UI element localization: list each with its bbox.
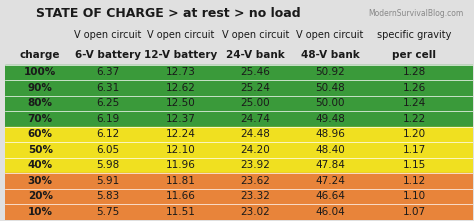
Text: 10%: 10% xyxy=(27,207,53,217)
Text: 46.64: 46.64 xyxy=(315,191,345,201)
Text: 1.20: 1.20 xyxy=(402,129,426,139)
Text: STATE OF CHARGE > at rest > no load: STATE OF CHARGE > at rest > no load xyxy=(36,7,301,20)
Bar xyxy=(5,25,473,65)
Text: 6.19: 6.19 xyxy=(96,114,119,124)
Text: 12.50: 12.50 xyxy=(165,98,195,109)
Bar xyxy=(5,127,473,142)
Text: 47.84: 47.84 xyxy=(315,160,345,170)
Text: specific gravity: specific gravity xyxy=(377,30,451,40)
Text: 50.92: 50.92 xyxy=(315,67,345,77)
Text: 80%: 80% xyxy=(27,98,53,109)
Text: 48.40: 48.40 xyxy=(315,145,345,155)
Bar xyxy=(5,142,473,158)
Text: 5.83: 5.83 xyxy=(96,191,119,201)
Text: 1.28: 1.28 xyxy=(402,67,426,77)
Text: 24.48: 24.48 xyxy=(240,129,270,139)
Text: 30%: 30% xyxy=(27,176,53,186)
Text: 6.25: 6.25 xyxy=(96,98,119,109)
Text: 6.31: 6.31 xyxy=(96,83,119,93)
Text: 20%: 20% xyxy=(27,191,53,201)
Text: charge: charge xyxy=(20,50,61,60)
Text: 48-V bank: 48-V bank xyxy=(301,50,359,60)
Text: 70%: 70% xyxy=(27,114,53,124)
Text: 23.62: 23.62 xyxy=(240,176,270,186)
Text: 11.66: 11.66 xyxy=(165,191,195,201)
Text: 50.00: 50.00 xyxy=(315,98,345,109)
Text: 23.92: 23.92 xyxy=(240,160,270,170)
Text: 40%: 40% xyxy=(27,160,53,170)
Text: 49.48: 49.48 xyxy=(315,114,345,124)
Text: 1.15: 1.15 xyxy=(402,160,426,170)
Text: 6.05: 6.05 xyxy=(96,145,119,155)
Text: per cell: per cell xyxy=(392,50,436,60)
Text: 25.46: 25.46 xyxy=(240,67,270,77)
Text: 11.96: 11.96 xyxy=(165,160,195,170)
Text: 5.98: 5.98 xyxy=(96,160,119,170)
Text: 12.62: 12.62 xyxy=(165,83,195,93)
Bar xyxy=(5,1,473,25)
Text: 1.12: 1.12 xyxy=(402,176,426,186)
Bar xyxy=(5,96,473,111)
Text: 90%: 90% xyxy=(28,83,53,93)
Text: 60%: 60% xyxy=(27,129,53,139)
Bar xyxy=(5,80,473,96)
Text: V open circuit: V open circuit xyxy=(296,30,364,40)
Text: 12.24: 12.24 xyxy=(165,129,195,139)
Text: 12.37: 12.37 xyxy=(165,114,195,124)
Text: 11.51: 11.51 xyxy=(165,207,195,217)
Text: V open circuit: V open circuit xyxy=(74,30,142,40)
Text: 47.24: 47.24 xyxy=(315,176,345,186)
Text: 24.74: 24.74 xyxy=(240,114,270,124)
Text: 23.32: 23.32 xyxy=(240,191,270,201)
Text: 1.22: 1.22 xyxy=(402,114,426,124)
Text: 12.73: 12.73 xyxy=(165,67,195,77)
Text: 1.10: 1.10 xyxy=(402,191,426,201)
Text: ModernSurvivalBlog.com: ModernSurvivalBlog.com xyxy=(368,9,463,18)
Text: 1.26: 1.26 xyxy=(402,83,426,93)
Text: V open circuit: V open circuit xyxy=(221,30,289,40)
Text: 46.04: 46.04 xyxy=(315,207,345,217)
Text: 6-V battery: 6-V battery xyxy=(75,50,141,60)
Text: 48.96: 48.96 xyxy=(315,129,345,139)
Text: V open circuit: V open circuit xyxy=(147,30,214,40)
Text: 25.24: 25.24 xyxy=(240,83,270,93)
Text: 1.17: 1.17 xyxy=(402,145,426,155)
Bar xyxy=(5,173,473,189)
Text: 23.02: 23.02 xyxy=(240,207,270,217)
Text: 6.12: 6.12 xyxy=(96,129,119,139)
Text: 50.48: 50.48 xyxy=(315,83,345,93)
Bar xyxy=(5,65,473,80)
Text: 5.91: 5.91 xyxy=(96,176,119,186)
Bar xyxy=(5,158,473,173)
Text: 5.75: 5.75 xyxy=(96,207,119,217)
Text: 24-V bank: 24-V bank xyxy=(226,50,284,60)
Text: 11.81: 11.81 xyxy=(165,176,195,186)
Text: 24.20: 24.20 xyxy=(240,145,270,155)
Text: 25.00: 25.00 xyxy=(240,98,270,109)
Bar xyxy=(5,111,473,127)
Text: 1.07: 1.07 xyxy=(402,207,426,217)
Text: 12.10: 12.10 xyxy=(165,145,195,155)
Text: 6.37: 6.37 xyxy=(96,67,119,77)
Text: 100%: 100% xyxy=(24,67,56,77)
Bar xyxy=(5,189,473,204)
Bar xyxy=(5,204,473,220)
Text: 12-V battery: 12-V battery xyxy=(144,50,217,60)
Text: 50%: 50% xyxy=(27,145,53,155)
Text: 1.24: 1.24 xyxy=(402,98,426,109)
